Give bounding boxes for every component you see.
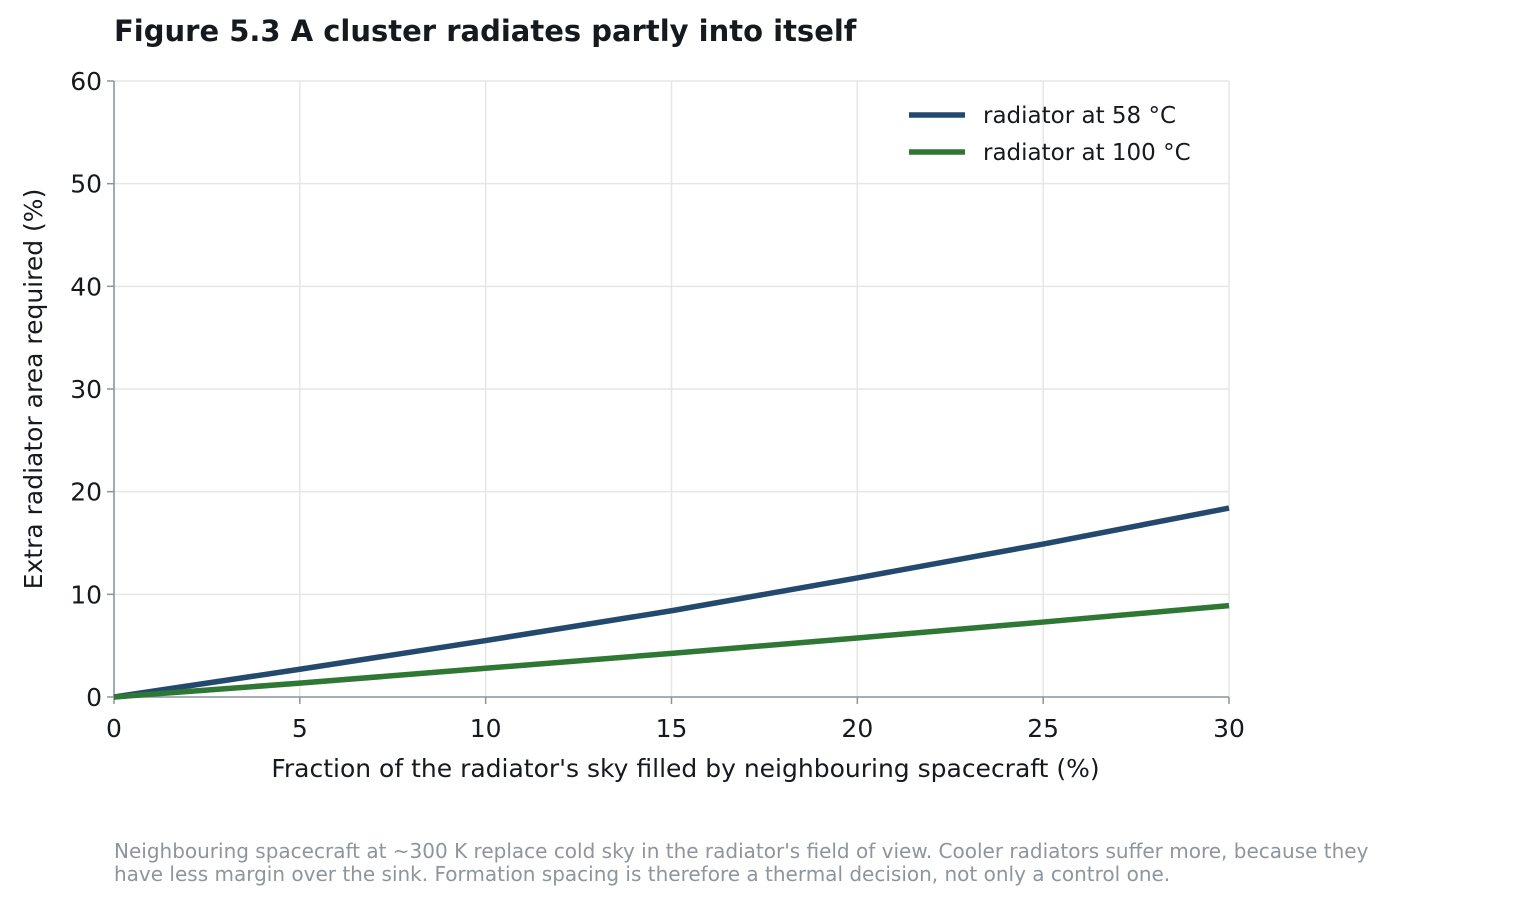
series-line-1 [113, 505, 1230, 700]
chart-title: Figure 5.3 A cluster radiates partly int… [114, 14, 857, 48]
x-axis-label: Fraction of the radiator's sky filled by… [271, 754, 1099, 783]
x-tick-label: 5 [292, 714, 308, 743]
x-tick-label: 10 [470, 714, 502, 743]
x-tick-label: 20 [841, 714, 873, 743]
x-tick-label: 0 [106, 714, 122, 743]
caption-line-1: Neighbouring spacecraft at ~300 K replac… [114, 839, 1369, 863]
caption-line-2: have less margin over the sink. Formatio… [114, 862, 1171, 886]
y-tick-label: 40 [70, 272, 102, 301]
legend-label-2: radiator at 100 °C [983, 140, 1191, 166]
y-tick-label: 50 [70, 170, 102, 199]
figure-caption: Neighbouring spacecraft at ~300 K replac… [114, 840, 1524, 886]
legend-label-1: radiator at 58 °C [983, 103, 1176, 129]
y-tick-label: 20 [70, 478, 102, 507]
series-line-2 [113, 602, 1230, 700]
y-tick-label: 30 [70, 375, 102, 404]
y-tick-label: 0 [86, 683, 102, 712]
y-tick-label: 60 [70, 67, 102, 96]
y-axis-label: Extra radiator area required (%) [19, 189, 48, 590]
y-tick-label: 10 [70, 580, 102, 609]
x-tick-label: 15 [656, 714, 688, 743]
x-tick-label: 30 [1213, 714, 1245, 743]
x-tick-label: 25 [1027, 714, 1059, 743]
